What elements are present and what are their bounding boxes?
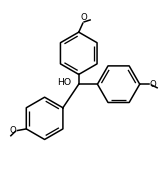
Text: O: O xyxy=(10,126,17,135)
Text: O: O xyxy=(80,13,87,22)
Text: O: O xyxy=(149,80,156,89)
Text: HO: HO xyxy=(57,78,72,87)
